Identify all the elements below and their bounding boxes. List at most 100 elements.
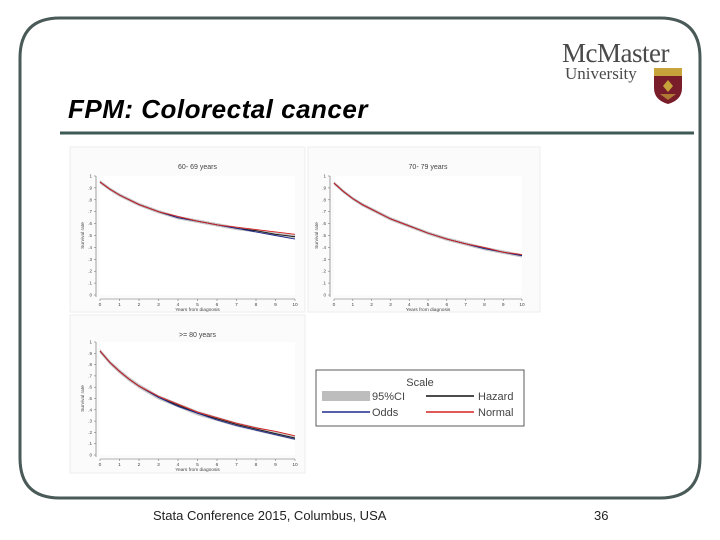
x-tick-label: 0 <box>333 302 336 308</box>
x-tick-label: 1 <box>351 302 354 308</box>
y-tick-label: 1 <box>89 174 92 179</box>
y-tick-label: .6 <box>88 221 92 226</box>
y-tick-label: .6 <box>322 221 326 226</box>
y-tick-label: .4 <box>88 407 92 412</box>
y-tick-label: .8 <box>88 197 92 202</box>
page-number: 36 <box>594 508 609 523</box>
plot-area <box>334 176 522 295</box>
x-tick-label: 10 <box>292 462 298 468</box>
x-axis-label: Years from diagnosis <box>175 467 220 473</box>
y-tick-label: .3 <box>88 257 92 262</box>
y-tick-label: .4 <box>322 245 326 250</box>
y-axis-label: Survival rate <box>80 222 86 249</box>
slide-title: FPM: Colorectal cancer <box>68 94 368 124</box>
x-tick-label: 9 <box>502 302 505 308</box>
x-tick-label: 7 <box>235 462 238 468</box>
y-tick-label: .5 <box>322 233 326 238</box>
y-tick-label: 0 <box>89 453 92 458</box>
x-tick-label: 6 <box>216 302 219 308</box>
x-tick-label: 7 <box>235 302 238 308</box>
logo-name: McMaster <box>562 38 669 68</box>
x-tick-label: 7 <box>464 302 467 308</box>
x-tick-label: 6 <box>445 302 448 308</box>
y-tick-label: .1 <box>322 281 326 286</box>
y-tick-label: .1 <box>88 281 92 286</box>
x-tick-label: 0 <box>99 302 102 308</box>
footer-text: Stata Conference 2015, Columbus, USA <box>153 508 387 523</box>
x-tick-label: 10 <box>292 302 298 308</box>
y-axis-label: Survival rate <box>314 222 320 249</box>
logo-sub: University <box>565 64 637 83</box>
x-tick-label: 10 <box>519 302 525 308</box>
x-axis-label: Years from diagnosis <box>406 307 451 313</box>
y-tick-label: 0 <box>89 293 92 298</box>
y-tick-label: .7 <box>88 373 92 378</box>
x-tick-label: 3 <box>389 302 392 308</box>
y-tick-label: .9 <box>88 185 92 190</box>
y-tick-label: .8 <box>88 362 92 367</box>
y-tick-label: .5 <box>88 396 92 401</box>
y-tick-label: .2 <box>88 269 92 274</box>
y-tick-label: .1 <box>88 441 92 446</box>
legend-swatch-ci <box>322 391 370 401</box>
x-tick-label: 3 <box>157 462 160 468</box>
legend-label: Hazard <box>478 391 513 403</box>
chart-title: 70- 79 years <box>409 164 448 171</box>
x-tick-label: 5 <box>427 302 430 308</box>
x-tick-label: 4 <box>408 302 411 308</box>
plot-area <box>100 176 295 295</box>
x-tick-label: 2 <box>138 302 141 308</box>
y-tick-label: 1 <box>323 174 326 179</box>
y-tick-label: 0 <box>323 293 326 298</box>
y-tick-label: 1 <box>89 340 92 345</box>
y-tick-label: .2 <box>88 430 92 435</box>
x-tick-label: 4 <box>177 462 180 468</box>
ci-band <box>100 180 295 239</box>
legend-label: Odds <box>372 407 399 419</box>
x-tick-label: 1 <box>118 302 121 308</box>
plot-area <box>100 342 295 455</box>
legend-title: Scale <box>406 377 434 389</box>
y-axis-label: Survival rate <box>80 385 86 412</box>
y-tick-label: .5 <box>88 233 92 238</box>
y-tick-label: .4 <box>88 245 92 250</box>
legend-label: Normal <box>478 407 513 419</box>
y-tick-label: .3 <box>322 257 326 262</box>
y-tick-label: .2 <box>322 269 326 274</box>
chart-title: 60- 69 years <box>178 164 217 171</box>
legend-label: 95%CI <box>372 391 405 403</box>
mcmaster-logo: McMaster University <box>562 38 684 108</box>
series-line-normal <box>99 350 296 437</box>
x-tick-label: 5 <box>196 462 199 468</box>
x-tick-label: 2 <box>370 302 373 308</box>
frame-border <box>18 16 702 500</box>
y-tick-label: .3 <box>88 419 92 424</box>
x-axis-label: Years from diagnosis <box>175 307 220 313</box>
series-line-normal <box>99 181 296 235</box>
x-tick-label: 2 <box>138 462 141 468</box>
series-line-normal <box>333 182 523 255</box>
x-tick-label: 5 <box>196 302 199 308</box>
y-tick-label: .8 <box>322 197 326 202</box>
y-tick-label: .9 <box>88 351 92 356</box>
x-tick-label: 8 <box>483 302 486 308</box>
x-tick-label: 6 <box>216 462 219 468</box>
x-tick-label: 8 <box>255 462 258 468</box>
x-tick-label: 8 <box>255 302 258 308</box>
x-tick-label: 3 <box>157 302 160 308</box>
crest-icon <box>654 68 682 104</box>
y-tick-label: .6 <box>88 385 92 390</box>
x-tick-label: 1 <box>118 462 121 468</box>
x-tick-label: 9 <box>274 462 277 468</box>
y-tick-label: .7 <box>88 209 92 214</box>
x-tick-label: 0 <box>99 462 102 468</box>
y-tick-label: .9 <box>322 185 326 190</box>
x-tick-label: 9 <box>274 302 277 308</box>
chart-title: >= 80 years <box>179 332 216 339</box>
